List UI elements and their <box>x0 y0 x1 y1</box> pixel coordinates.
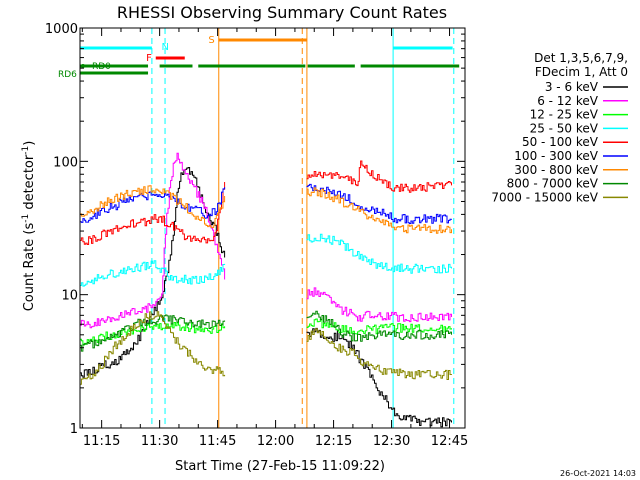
flag-label-rd6: RD6 <box>58 70 77 80</box>
legend-header-line-2: FDecim 1, Att 0 <box>535 65 628 79</box>
x-tick-label-0: 11:15 <box>83 434 120 449</box>
vertical-markers <box>151 28 455 428</box>
y-axis-label: Count Rate (s-1 detector-1) <box>21 141 37 312</box>
x-tick-label-3: 12:00 <box>257 434 294 449</box>
series-line-8-segment-0 <box>80 311 226 385</box>
status-bars: NF S RD0 RD6 <box>58 35 460 80</box>
legend-label-8: 7000 - 15000 keV <box>491 190 598 204</box>
legend-label-3: 25 - 50 keV <box>530 121 599 135</box>
plot-frame <box>79 27 466 429</box>
y-tick-label-0: 1 <box>70 422 78 437</box>
series-line-0-segment-1 <box>306 327 452 428</box>
legend-label-2: 12 - 25 keV <box>530 108 599 122</box>
series-line-7-segment-1 <box>306 310 452 342</box>
x-axis-label: Start Time (27-Feb-15 11:09:22) <box>175 459 385 474</box>
flag-label-rd0: RD0 <box>92 62 111 72</box>
data-gaps <box>226 28 306 428</box>
y-tick-label-1: 10 <box>61 289 78 304</box>
chart-title: RHESSI Observing Summary Count Rates <box>117 3 447 22</box>
y-axis-label-end: ) <box>22 141 37 146</box>
flag-dot-rd0 <box>81 64 85 68</box>
y-axis-label-sup2: -1 <box>21 146 31 155</box>
series-line-1-segment-1 <box>306 287 452 323</box>
x-tick-label-5: 12:30 <box>373 434 410 449</box>
series-line-5-segment-0 <box>80 187 226 223</box>
y-axis-label-base: Count Rate (s <box>22 223 37 312</box>
series-line-4-segment-0 <box>80 182 226 245</box>
series-group <box>80 152 452 428</box>
legend-label-1: 6 - 12 keV <box>537 94 599 108</box>
legend-label-5: 100 - 300 keV <box>514 149 598 163</box>
y-tick-label-3: 1000 <box>45 22 78 37</box>
axis-ticks: 11:15 11:30 11:45 12:00 12:15 12:30 12:45 1 10 10… <box>45 22 468 449</box>
series-line-5-segment-1 <box>306 183 452 224</box>
status-label-s: S <box>208 35 214 46</box>
x-tick-label-2: 11:45 <box>199 434 236 449</box>
legend-label-6: 300 - 800 keV <box>514 163 598 177</box>
series-line-1-segment-0 <box>80 152 226 329</box>
x-tick-label-1: 11:30 <box>141 434 178 449</box>
y-axis-label-mid: detector <box>22 154 37 214</box>
x-tick-label-4: 12:15 <box>315 434 352 449</box>
y-tick-label-2: 100 <box>53 155 78 170</box>
legend-label-0: 3 - 6 keV <box>545 80 599 94</box>
legend-label-7: 800 - 7000 keV <box>507 177 599 191</box>
series-line-3-segment-1 <box>306 233 452 274</box>
footer-timestamp: 26-Oct-2021 14:03 <box>560 469 636 478</box>
gap-region-0 <box>226 28 306 428</box>
status-label-n: N <box>162 42 169 53</box>
legend-header-line-1: Det 1,3,5,6,7,9, <box>534 51 628 65</box>
series-line-6-segment-0 <box>80 185 226 229</box>
y-axis-label-sup1: -1 <box>21 214 31 223</box>
series-line-4-segment-1 <box>306 160 452 193</box>
series-line-8-segment-1 <box>306 328 452 380</box>
x-tick-label-6: 12:45 <box>431 434 468 449</box>
series-line-3-segment-0 <box>80 260 226 287</box>
legend-label-4: 50 - 100 keV <box>522 135 599 149</box>
series-line-7-segment-0 <box>80 314 226 352</box>
status-label-f: F <box>146 53 152 64</box>
series-line-6-segment-1 <box>306 187 452 234</box>
series-line-2-segment-1 <box>306 318 452 335</box>
